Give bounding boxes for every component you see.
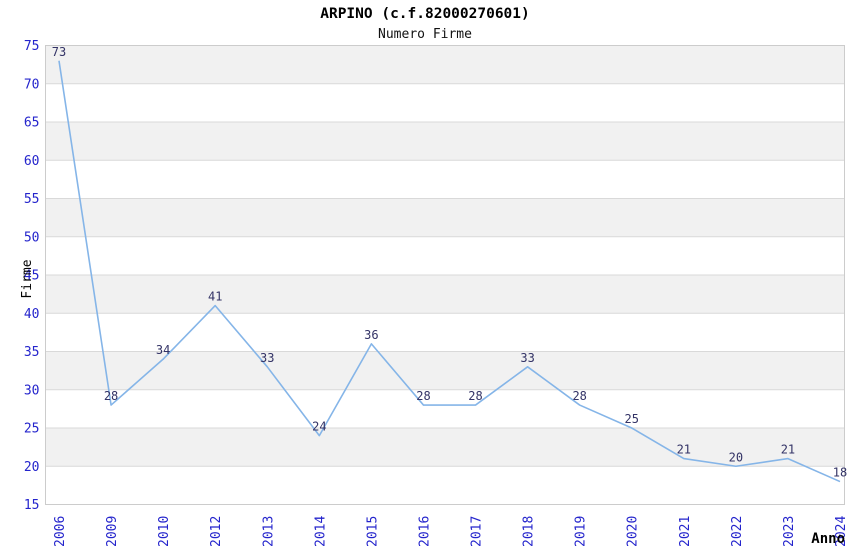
plot-band [45, 351, 845, 390]
x-tick-label-2016: 2016 [417, 516, 432, 547]
y-tick-label-75: 75 [24, 39, 40, 54]
plot-band [45, 428, 845, 467]
y-tick-label-70: 70 [24, 77, 40, 92]
y-tick-label-65: 65 [24, 116, 40, 131]
chart-subtitle: Numero Firme [378, 27, 472, 42]
x-tick-label-2018: 2018 [522, 516, 537, 547]
plot-band [45, 275, 845, 314]
data-line [58, 60, 841, 483]
x-axis-title: Anno [811, 531, 845, 547]
y-tick-label-60: 60 [24, 154, 40, 169]
x-tick-label-2015: 2015 [365, 516, 380, 547]
y-tick-label-55: 55 [24, 192, 40, 207]
value-label-2010: 34 [156, 343, 170, 357]
x-tick-label-2024: 2024 [834, 516, 849, 547]
x-tick-label-2006: 2006 [53, 516, 68, 547]
y-tick-label-25: 25 [24, 422, 40, 437]
value-label-2014: 24 [312, 420, 326, 434]
y-tick-label-50: 50 [24, 230, 40, 245]
plot-band [45, 122, 845, 161]
value-label-2012: 41 [208, 290, 222, 304]
y-tick-label-45: 45 [24, 269, 40, 284]
value-label-2006: 73 [52, 45, 66, 59]
value-label-2019: 28 [572, 389, 586, 403]
value-label-2020: 25 [625, 412, 639, 426]
x-tick-label-2012: 2012 [209, 516, 224, 547]
x-tick-label-2010: 2010 [157, 516, 172, 547]
y-tick-label-30: 30 [24, 383, 40, 398]
x-tick-label-2023: 2023 [782, 516, 797, 547]
y-tick-label-15: 15 [24, 498, 40, 513]
y-axis-title: Firme [20, 259, 35, 298]
value-label-2024: 18 [833, 466, 847, 480]
value-label-2017: 28 [468, 389, 482, 403]
plot-band [45, 198, 845, 237]
value-label-2021: 21 [677, 443, 691, 457]
x-tick-label-2009: 2009 [105, 516, 120, 547]
y-tick-label-40: 40 [24, 307, 40, 322]
plot-border [45, 45, 845, 505]
x-tick-label-2013: 2013 [261, 516, 276, 547]
value-label-2023: 21 [781, 443, 795, 457]
y-tick-label-35: 35 [24, 345, 40, 360]
x-tick-label-2017: 2017 [470, 516, 485, 547]
x-tick-label-2020: 2020 [626, 516, 641, 547]
value-label-2009: 28 [104, 389, 118, 403]
value-label-2016: 28 [416, 389, 430, 403]
x-tick-label-2019: 2019 [574, 516, 589, 547]
chart-title: ARPINO (c.f.82000270601) [320, 6, 530, 22]
value-label-2018: 33 [520, 351, 534, 365]
x-tick-label-2014: 2014 [313, 516, 328, 547]
x-tick-label-2021: 2021 [678, 516, 693, 547]
y-tick-label-20: 20 [24, 460, 40, 475]
plot-band [45, 45, 845, 84]
x-tick-label-2022: 2022 [730, 516, 745, 547]
value-label-2015: 36 [364, 328, 378, 342]
value-label-2013: 33 [260, 351, 274, 365]
value-label-2022: 20 [729, 450, 743, 464]
